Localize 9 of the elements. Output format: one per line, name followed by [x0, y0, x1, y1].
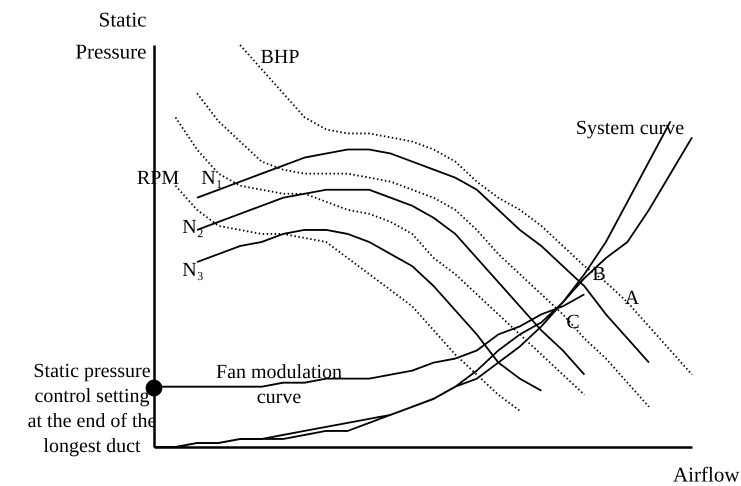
x-axis-title: Airflow	[673, 462, 740, 486]
annotation: Fan modulation curve	[216, 361, 342, 408]
annotation: A	[624, 287, 640, 309]
annotation: BHP	[260, 46, 300, 68]
annotation: N₁	[201, 167, 223, 189]
annotation: N₃	[182, 259, 204, 281]
y-axis-title: Static Pressure	[75, 8, 146, 64]
annotation: C	[566, 311, 580, 333]
annotation: N₂	[182, 216, 204, 238]
